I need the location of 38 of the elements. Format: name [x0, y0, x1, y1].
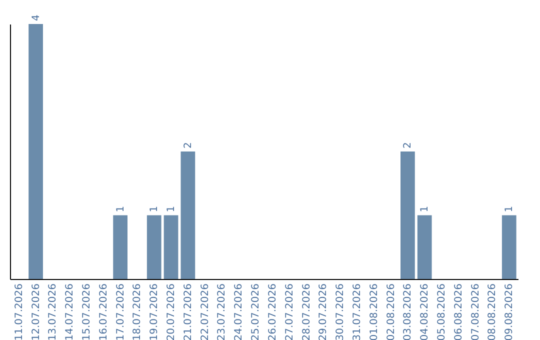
x-tick-label: 29.07.2026	[318, 284, 330, 340]
x-tick-label: 08.08.2026	[487, 284, 498, 340]
data-label: 1	[166, 206, 178, 212]
x-tick-label: 27.07.2026	[284, 284, 296, 340]
x-tick-label: 07.08.2026	[470, 284, 482, 340]
x-tick-label: 12.07.2026	[30, 284, 42, 340]
x-tick-label: 06.08.2026	[453, 284, 464, 340]
x-tick-label: 23.07.2026	[216, 284, 228, 340]
data-label: 2	[402, 142, 414, 148]
data-label: 1	[504, 206, 516, 212]
data-label: 1	[115, 206, 126, 212]
x-tick-label: 26.07.2026	[267, 284, 278, 340]
x-tick-label: 28.07.2026	[301, 284, 312, 340]
data-label: 2	[182, 142, 194, 148]
x-tick-label: 09.08.2026	[504, 284, 516, 340]
x-tick-label: 20.07.2026	[166, 284, 178, 340]
x-tick-label: 19.07.2026	[149, 284, 160, 340]
x-tick-label: 04.08.2026	[420, 284, 431, 340]
x-tick-label: 13.07.2026	[48, 284, 59, 340]
x-tick-label: 16.07.2026	[98, 284, 110, 340]
x-tick-label: 30.07.2026	[335, 284, 346, 340]
data-label: 4	[30, 14, 42, 21]
x-tick-label: 02.08.2026	[386, 284, 397, 340]
x-tick-label: 14.07.2026	[64, 284, 76, 340]
x-tick-label: 22.07.2026	[200, 284, 211, 340]
data-label: 1	[420, 206, 431, 212]
x-tick-label: 18.07.2026	[132, 284, 144, 340]
x-tick-label: 11.07.2026	[14, 284, 25, 340]
x-tick-label: 01.08.2026	[368, 284, 380, 340]
x-tick-label: 31.07.2026	[352, 284, 363, 340]
x-tick-label: 17.07.2026	[115, 284, 126, 340]
x-tick-label: 03.08.2026	[402, 284, 414, 340]
x-tick-label: 05.08.2026	[436, 284, 448, 340]
x-tick-label: 24.07.2026	[234, 284, 245, 340]
x-tick-label: 21.07.2026	[182, 284, 194, 340]
x-tick-label: 15.07.2026	[81, 284, 92, 340]
x-tick-label: 25.07.2026	[250, 284, 262, 340]
data-label: 1	[149, 206, 160, 212]
